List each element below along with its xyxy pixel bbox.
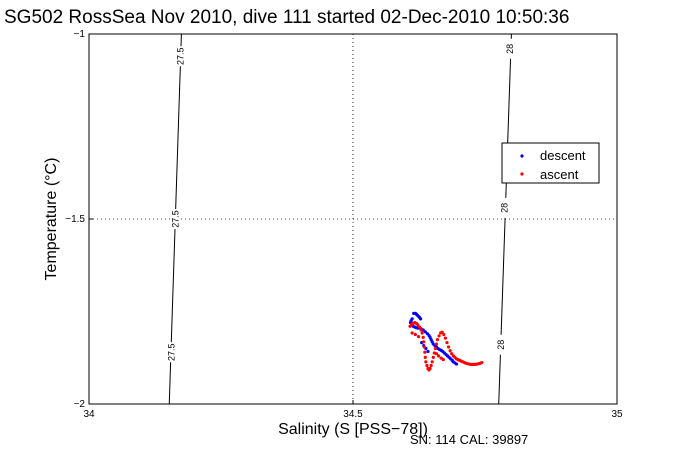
ascent-point	[429, 363, 433, 368]
footer-sn-cal: SN: 114 CAL: 39897	[410, 432, 528, 447]
chart-title: SG502 RossSea Nov 2010, dive 111 started…	[4, 7, 569, 28]
ascent-point	[440, 330, 444, 334]
contour-label-bg	[175, 46, 186, 67]
ascent-point	[435, 338, 440, 342]
data-points	[408, 311, 484, 372]
legend-box	[501, 142, 600, 184]
ascent-point	[422, 340, 426, 344]
x-tick-label: 34.5	[343, 409, 363, 420]
descent-point	[423, 330, 427, 334]
ascent-point	[446, 345, 451, 349]
ascent-point	[416, 323, 420, 327]
ascent-point	[423, 350, 427, 354]
legend-marker-descent	[520, 154, 524, 158]
ascent-point	[445, 340, 449, 345]
contour-label: 27.5	[175, 47, 185, 65]
contour-label-bg	[499, 197, 510, 218]
contour-label-bg	[495, 334, 506, 355]
ascent-point	[433, 346, 437, 351]
ascent-point	[425, 363, 429, 368]
y-tick-label: −1.5	[65, 214, 85, 225]
y-axis-ticks: −1 −1.5 −2	[65, 29, 93, 410]
contour-label-bg	[166, 342, 177, 363]
ascent-point	[428, 366, 432, 371]
contour-label: 27.5	[171, 210, 181, 228]
ascent-point	[437, 334, 441, 338]
ascent-point	[434, 342, 439, 346]
ascent-point	[422, 345, 426, 349]
contour-label-bg	[504, 38, 515, 59]
ascent-point	[416, 335, 421, 339]
legend: descent ascent	[501, 142, 600, 184]
legend-label-ascent: ascent	[540, 167, 579, 182]
ascent-point	[423, 355, 427, 359]
ascent-point	[434, 352, 439, 356]
contour-label: 28	[505, 44, 515, 54]
y-axis-label: Temperature (°C)	[43, 158, 60, 281]
ascent-point	[431, 355, 435, 359]
x-tick-label: 34	[83, 409, 95, 420]
ascent-point	[420, 331, 424, 335]
ascent-point	[417, 325, 422, 329]
y-tick-label: −2	[74, 399, 86, 410]
ascent-point	[419, 328, 423, 332]
x-axis-label: Salinity (S [PSS−78])	[278, 421, 428, 438]
ascent-point	[480, 360, 484, 365]
contour-label: 27.5	[166, 343, 176, 361]
ascent-point	[424, 360, 428, 364]
ascent-point	[430, 360, 434, 364]
ascent-point	[443, 336, 447, 340]
y-tick-label: −1	[74, 29, 86, 40]
ascent-point	[442, 332, 446, 337]
x-tick-label: 35	[611, 409, 623, 420]
ascent-point	[410, 331, 414, 335]
ascent-point	[441, 358, 445, 362]
ascent-point	[436, 354, 441, 358]
ascent-point	[413, 332, 417, 337]
ascent-point	[448, 349, 452, 353]
contour-label: 28	[496, 340, 506, 350]
legend-marker-ascent	[520, 172, 524, 176]
ascent-point	[421, 335, 425, 339]
x-axis-ticks: 34 34.5 35	[83, 400, 623, 420]
descent-point	[454, 362, 459, 366]
ascent-point	[450, 352, 454, 356]
contour-label: 28	[500, 203, 510, 213]
contour-label-bg	[170, 209, 181, 229]
plot-area: 27.5 27.5 27.5 28 28 28	[88, 33, 618, 405]
descent-point	[418, 317, 423, 321]
descent-point	[426, 349, 430, 354]
legend-label-descent: descent	[540, 148, 586, 163]
density-contours: 27.5 27.5 27.5 28 28 28	[166, 33, 515, 405]
